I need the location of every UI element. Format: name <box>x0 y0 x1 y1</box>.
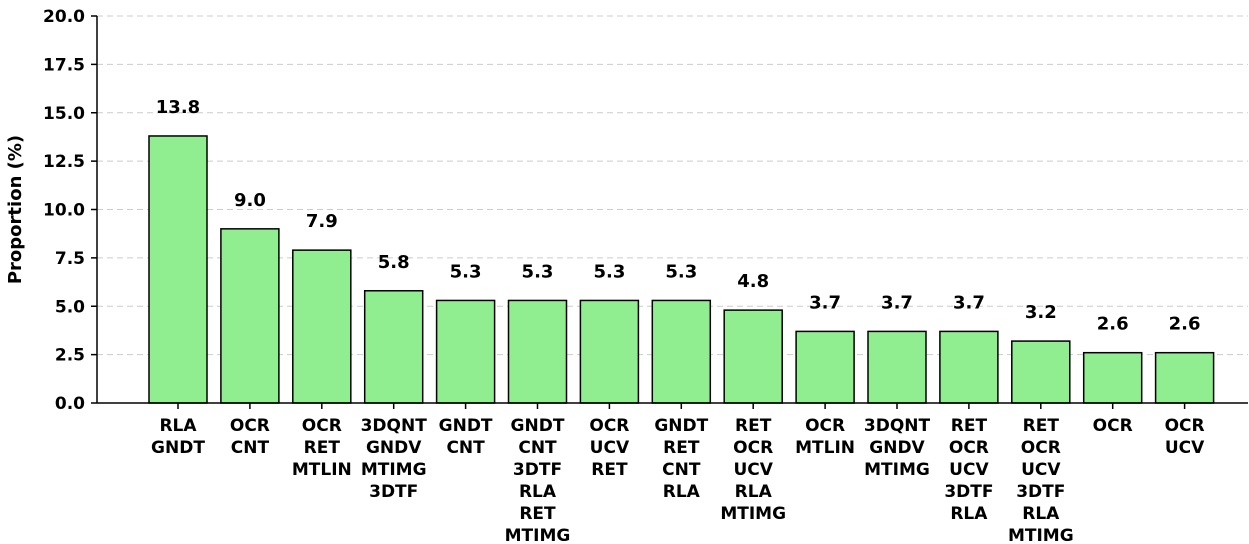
x-tick-label: GNDT CNT <box>439 416 493 458</box>
data-label: 3.7 <box>809 292 841 313</box>
data-label: 3.7 <box>953 292 985 313</box>
data-label: 9.0 <box>234 190 266 211</box>
data-label: 5.3 <box>450 261 482 282</box>
x-tick-label: GNDT CNT 3DTF RLA RET MTIMG <box>505 416 571 544</box>
data-label: 3.7 <box>881 292 913 313</box>
x-tick-label: OCR CNT <box>230 416 270 458</box>
y-tick-label: 0.0 <box>55 394 85 414</box>
y-tick-label: 2.5 <box>55 346 85 366</box>
bar <box>507 299 568 404</box>
data-label: 4.8 <box>737 271 769 292</box>
y-tick-label: 15.0 <box>43 104 85 124</box>
data-label: 5.3 <box>593 261 625 282</box>
bar <box>1154 351 1215 404</box>
y-tick-label: 10.0 <box>43 201 85 221</box>
bar <box>723 309 783 404</box>
bar <box>363 290 424 404</box>
x-tick-label: 3DQNT GNDV MTIMG 3DTF <box>361 416 428 502</box>
bar <box>1082 351 1143 404</box>
bar <box>292 249 352 404</box>
data-label: 2.6 <box>1097 314 1129 335</box>
x-tick-label: OCR RET MTLIN <box>292 416 352 480</box>
x-tick-label: GNDT RET CNT RLA <box>654 416 708 502</box>
data-label: 2.6 <box>1169 314 1201 335</box>
bar <box>1011 340 1071 404</box>
bar <box>795 330 855 404</box>
y-axis-title: Proportion (%) <box>5 135 26 284</box>
x-tick-label: OCR <box>1093 416 1133 436</box>
y-tick-label: 5.0 <box>55 297 85 317</box>
x-tick-label: OCR UCV RET <box>589 416 630 480</box>
x-tick-label: OCR UCV <box>1165 416 1206 458</box>
data-label: 3.2 <box>1025 302 1057 323</box>
x-tick-label: 3DQNT GNDV MTIMG <box>864 416 931 480</box>
bar <box>435 299 496 404</box>
y-tick-label: 20.0 <box>43 7 85 27</box>
bar <box>651 299 712 404</box>
x-tick-label: RLA GNDT <box>151 416 205 458</box>
bars <box>148 135 1215 404</box>
bar <box>867 330 927 404</box>
bar <box>579 299 640 404</box>
axes <box>91 15 1248 409</box>
data-label: 7.9 <box>306 211 338 232</box>
data-label: 13.8 <box>156 97 200 118</box>
labels: 0.0 2.5 5.0 7.5 10.0 12.5 15.0 17.5 20.0 13.8 RLA G… <box>43 7 1205 544</box>
y-tick-label: 7.5 <box>55 249 85 269</box>
bar <box>939 330 999 404</box>
x-tick-label: RET OCR UCV 3DTF RLA <box>944 416 993 524</box>
x-tick-label: OCR MTLIN <box>795 416 855 458</box>
y-tick-label: 17.5 <box>43 55 85 75</box>
bar <box>148 135 208 404</box>
data-label: 5.8 <box>378 252 410 273</box>
x-tick-label: RET OCR UCV RLA MTIMG <box>720 416 786 524</box>
data-label: 5.3 <box>665 261 697 282</box>
x-tick-label: RET OCR UCV 3DTF RLA MTIMG <box>1008 416 1074 544</box>
bar <box>220 228 280 404</box>
data-label: 5.3 <box>522 261 554 282</box>
y-tick-label: 12.5 <box>43 152 85 172</box>
